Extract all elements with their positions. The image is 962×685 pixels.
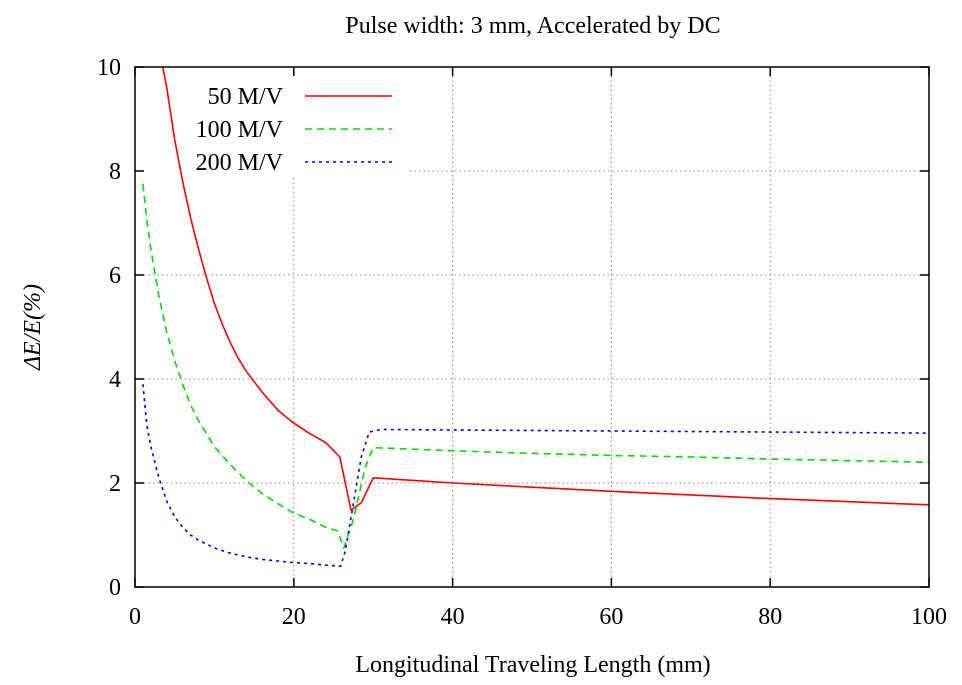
y-tick-label: 6 (109, 263, 121, 289)
y-tick-label: 0 (109, 575, 121, 601)
axis-ticks: 0 20 40 60 80 100 0 2 4 6 8 10 (97, 55, 947, 630)
x-tick-label: 40 (441, 604, 465, 630)
y-tick-label: 2 (109, 471, 121, 497)
legend: 50 M/V 100 M/V 200 M/V (196, 84, 392, 176)
series-lines (142, 66, 930, 567)
legend-label: 200 M/V (196, 150, 284, 176)
x-tick-label: 20 (282, 604, 306, 630)
x-tick-label: 100 (911, 604, 947, 630)
chart-title: Pulse width: 3 mm, Accelerated by DC (345, 13, 720, 39)
x-axis-label: Longitudinal Traveling Length (mm) (355, 652, 710, 678)
x-tick-label: 80 (758, 604, 782, 630)
legend-label: 100 M/V (196, 117, 284, 143)
y-tick-label: 10 (97, 55, 121, 81)
x-tick-label: 0 (129, 604, 141, 630)
plot-frame (134, 66, 930, 588)
y-axis-label: ΔE/E(%) (20, 284, 46, 371)
y-tick-label: 8 (109, 159, 121, 185)
x-tick-label: 60 (599, 604, 623, 630)
series-line-3 (142, 384, 930, 567)
series-line-2 (142, 183, 930, 549)
series-line-1 (162, 66, 930, 511)
y-tick-label: 4 (109, 367, 121, 393)
legend-label: 50 M/V (208, 84, 284, 110)
grid-lines (135, 67, 929, 587)
